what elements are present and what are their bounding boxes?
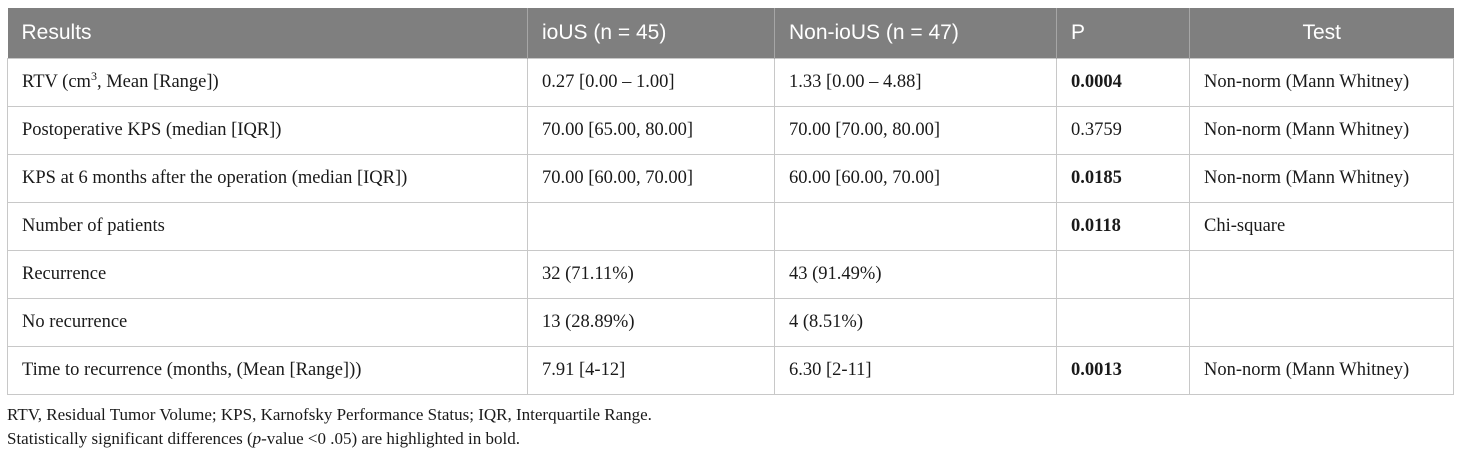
table-row: Time to recurrence (months, (Mean [Range… xyxy=(7,345,1454,395)
p-value: 0.3759 xyxy=(1056,105,1190,155)
row-label: Time to recurrence (months, (Mean [Range… xyxy=(7,345,528,395)
row-label: Postoperative KPS (median [IQR]) xyxy=(7,105,528,155)
test-name: Non-norm (Mann Whitney) xyxy=(1189,345,1454,395)
ious-value: 70.00 [60.00, 70.00] xyxy=(527,153,775,203)
non-ious-value: 43 (91.49%) xyxy=(774,249,1057,299)
ious-value: 13 (28.89%) xyxy=(527,297,775,347)
row-label: No recurrence xyxy=(7,297,528,347)
p-value xyxy=(1056,297,1190,347)
row-label: Recurrence xyxy=(7,249,528,299)
header-p: P xyxy=(1056,8,1190,58)
table-row: RTV (cm3, Mean [Range]) 0.27 [0.00 – 1.0… xyxy=(7,57,1454,107)
table-body: RTV (cm3, Mean [Range]) 0.27 [0.00 – 1.0… xyxy=(7,57,1454,395)
ious-value: 32 (71.11%) xyxy=(527,249,775,299)
test-name: Non-norm (Mann Whitney) xyxy=(1189,153,1454,203)
table-header: Results ioUS (n = 45) Non-ioUS (n = 47) … xyxy=(7,8,1454,58)
abbreviations-note: RTV, Residual Tumor Volume; KPS, Karnofs… xyxy=(7,405,652,424)
test-name xyxy=(1189,297,1454,347)
p-value xyxy=(1056,249,1190,299)
ious-value: 7.91 [4-12] xyxy=(527,345,775,395)
table-row: Postoperative KPS (median [IQR]) 70.00 [… xyxy=(7,105,1454,155)
ious-value: 0.27 [0.00 – 1.00] xyxy=(527,57,775,107)
ious-value xyxy=(527,201,775,251)
non-ious-value: 1.33 [0.00 – 4.88] xyxy=(774,57,1057,107)
table-row: Recurrence 32 (71.11%) 43 (91.49%) xyxy=(7,249,1454,299)
non-ious-value: 70.00 [70.00, 80.00] xyxy=(774,105,1057,155)
row-label: KPS at 6 months after the operation (med… xyxy=(7,153,528,203)
non-ious-value: 60.00 [60.00, 70.00] xyxy=(774,153,1057,203)
table-row: KPS at 6 months after the operation (med… xyxy=(7,153,1454,203)
p-value: 0.0013 xyxy=(1056,345,1190,395)
header-test: Test xyxy=(1302,20,1341,44)
header-row: Results ioUS (n = 45) Non-ioUS (n = 47) … xyxy=(7,8,1454,58)
non-ious-value xyxy=(774,201,1057,251)
table-row: Number of patients 0.0118 Chi-square xyxy=(7,201,1454,251)
non-ious-value: 4 (8.51%) xyxy=(774,297,1057,347)
non-ious-value: 6.30 [2-11] xyxy=(774,345,1057,395)
row-label: RTV (cm3, Mean [Range]) xyxy=(7,57,528,107)
results-table: Results ioUS (n = 45) Non-ioUS (n = 47) … xyxy=(7,8,1454,395)
row-label: Number of patients xyxy=(7,201,528,251)
test-name: Non-norm (Mann Whitney) xyxy=(1189,57,1454,107)
p-value: 0.0185 xyxy=(1056,153,1190,203)
results-table-container: Results ioUS (n = 45) Non-ioUS (n = 47) … xyxy=(7,8,1454,395)
significance-note: Statistically significant differences (p… xyxy=(7,429,521,448)
p-value: 0.0118 xyxy=(1056,201,1190,251)
test-name xyxy=(1189,249,1454,299)
table-row: No recurrence 13 (28.89%) 4 (8.51%) xyxy=(7,297,1454,347)
test-name: Non-norm (Mann Whitney) xyxy=(1189,105,1454,155)
ious-value: 70.00 [65.00, 80.00] xyxy=(527,105,775,155)
table-footnotes: RTV, Residual Tumor Volume; KPS, Karnofs… xyxy=(7,403,652,451)
p-value: 0.0004 xyxy=(1056,57,1190,107)
header-results: Results xyxy=(7,8,528,58)
header-ious: ioUS (n = 45) xyxy=(527,8,775,58)
header-non-ious: Non-ioUS (n = 47) xyxy=(774,8,1057,58)
test-name: Chi-square xyxy=(1189,201,1454,251)
